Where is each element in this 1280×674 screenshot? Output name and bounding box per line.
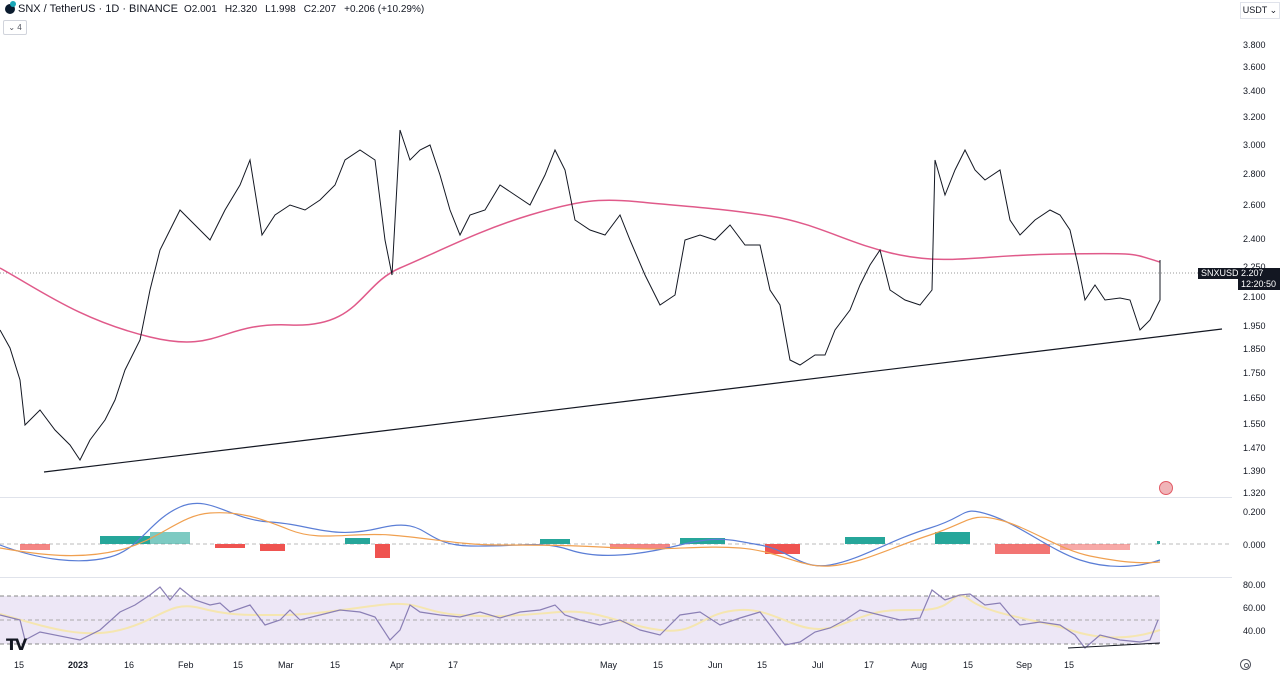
symbol-title[interactable]: SNX / TetherUS · 1D · BINANCE: [18, 3, 178, 15]
settings-gear-icon[interactable]: [1240, 659, 1251, 670]
price-tick: 2.400: [1243, 234, 1266, 244]
time-tick: 15: [1064, 660, 1075, 670]
bar-countdown: 12:20:50: [1241, 279, 1277, 289]
pane-separator[interactable]: [0, 497, 1232, 498]
time-tick: 15: [330, 660, 341, 670]
price-tick: 2.100: [1243, 292, 1266, 302]
time-tick: 15: [653, 660, 664, 670]
time-tick: Sep: [1016, 660, 1033, 670]
time-tick: Jul: [812, 660, 824, 670]
price-tick: 3.000: [1243, 140, 1266, 150]
price-tick: 2.250: [1243, 262, 1266, 272]
price-tick: 2.600: [1243, 200, 1266, 210]
time-tick: Jun: [708, 660, 723, 670]
macd-tick: 0.000: [1243, 540, 1266, 550]
indicators-collapse-button[interactable]: ⌄ 4: [3, 20, 27, 35]
price-tick: 1.550: [1243, 419, 1266, 429]
rsi-tick: 60.00: [1243, 603, 1266, 613]
rsi-tick: 80.00: [1243, 580, 1266, 590]
price-tick: 1.950: [1243, 321, 1266, 331]
price-tick: 1.650: [1243, 393, 1266, 403]
currency-select[interactable]: USDT ⌄: [1240, 2, 1280, 19]
time-tick: 17: [864, 660, 875, 670]
price-tick: 1.320: [1243, 488, 1266, 498]
price-tick: 1.390: [1243, 466, 1266, 476]
chart-canvas[interactable]: [0, 0, 1232, 674]
high-value: H2.320: [224, 4, 258, 15]
time-tick: Aug: [911, 660, 928, 670]
price-tick: 1.850: [1243, 344, 1266, 354]
open-value: O2.001: [183, 4, 217, 15]
price-tick: 2.800: [1243, 169, 1266, 179]
change-value: +0.206 (+10.29%): [344, 4, 425, 15]
rsi-tick: 40.00: [1243, 626, 1266, 636]
price-tick: 3.200: [1243, 112, 1266, 122]
time-tick: 16: [124, 660, 135, 670]
macd-tick: 0.200: [1243, 507, 1266, 517]
symbol-tag: SNXUSDT: [1198, 268, 1248, 279]
low-value: L1.998: [265, 4, 296, 15]
tradingview-logo-icon[interactable]: TV: [6, 635, 27, 654]
time-tick: 15: [757, 660, 768, 670]
pane-separator[interactable]: [0, 577, 1232, 578]
price-tick: 3.400: [1243, 86, 1266, 96]
close-value: C2.207: [303, 4, 337, 15]
time-tick: 15: [14, 660, 25, 670]
last-price-tag: 2.207 12:20:50: [1238, 268, 1280, 290]
chart-header: SNX / TetherUS · 1D · BINANCE O2.001 H2.…: [0, 0, 429, 18]
price-tick: 3.800: [1243, 40, 1266, 50]
time-tick: 15: [233, 660, 244, 670]
price-tick: 1.470: [1243, 443, 1266, 453]
time-tick: Feb: [178, 660, 194, 670]
time-tick: May: [600, 660, 618, 670]
time-tick: 2023: [68, 660, 89, 670]
time-tick: 17: [448, 660, 459, 670]
price-tick: 1.750: [1243, 368, 1266, 378]
price-tick: 3.600: [1243, 62, 1266, 72]
last-price: 2.207: [1241, 268, 1264, 278]
time-tick: 15: [963, 660, 974, 670]
time-tick: Mar: [278, 660, 294, 670]
us-flag-event-icon[interactable]: [1159, 481, 1173, 495]
time-tick: Apr: [390, 660, 405, 670]
snx-logo-icon: [5, 1, 16, 14]
ohlc-values: O2.001 H2.320 L1.998 C2.207 +0.206 (+10.…: [184, 3, 429, 15]
